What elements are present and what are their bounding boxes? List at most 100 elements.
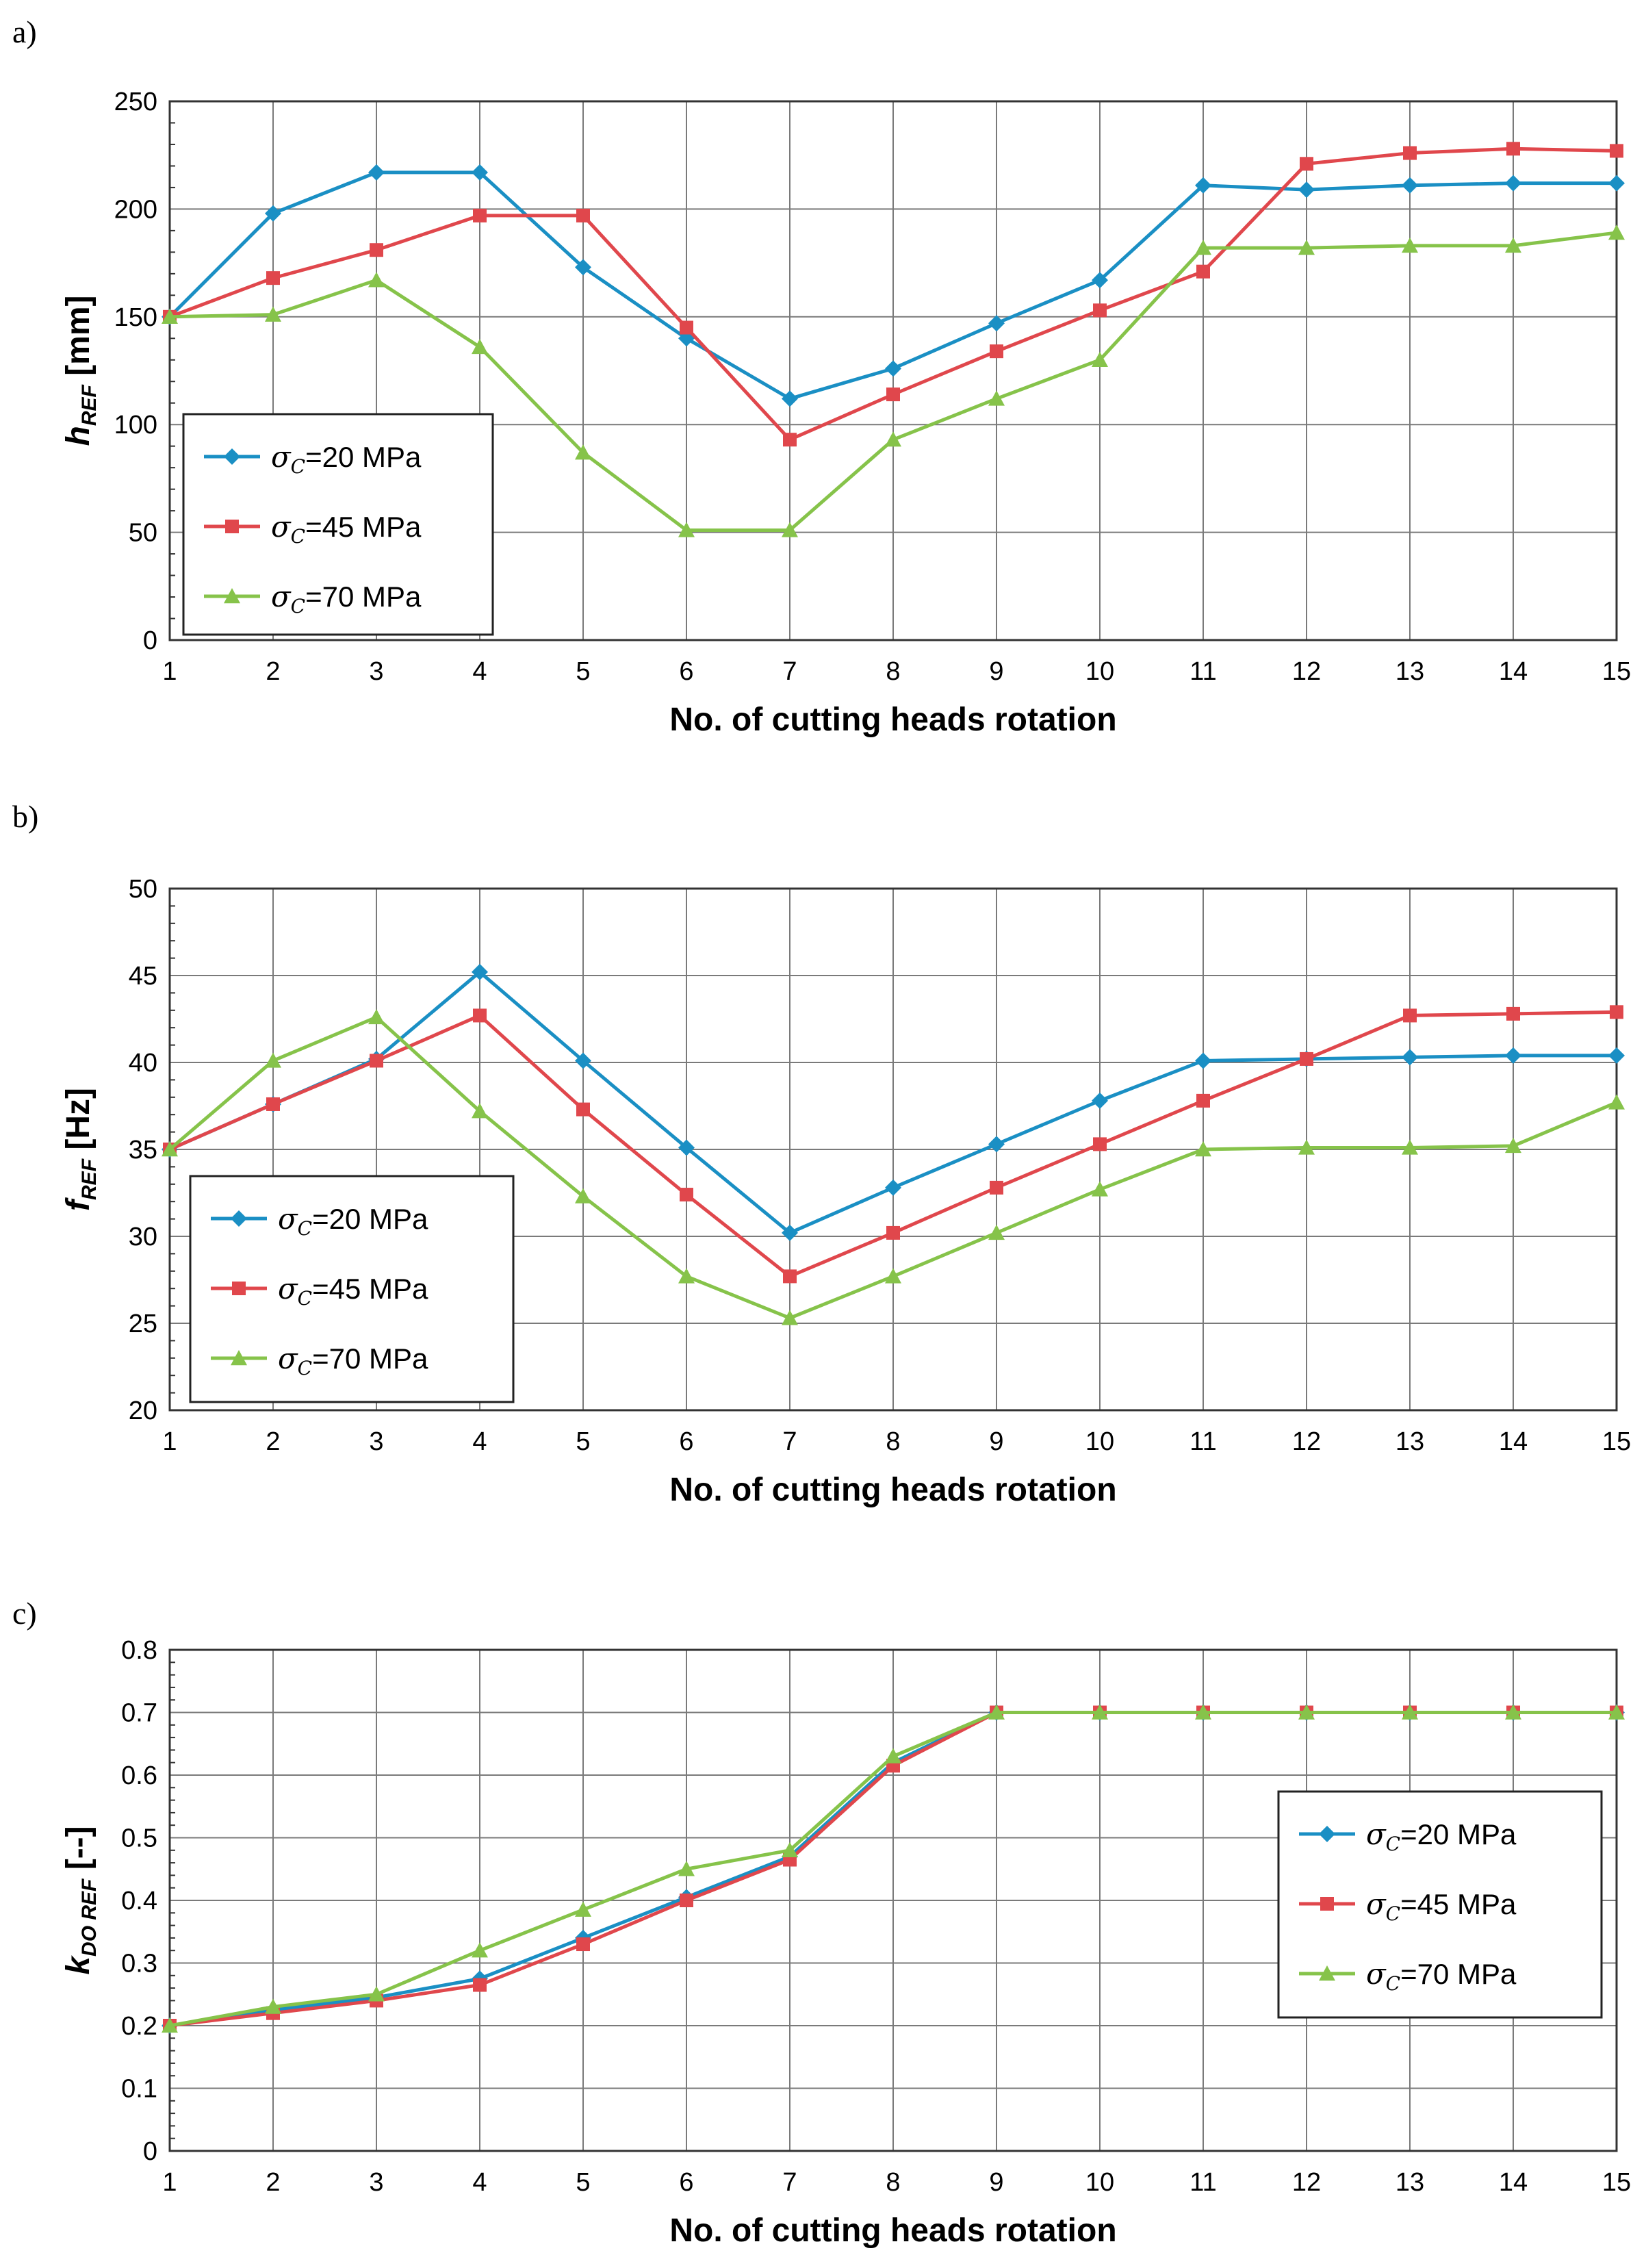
plot-frame [168,1648,1618,2152]
data-point [368,272,385,288]
data-point [162,2017,178,2033]
series-3 [162,1704,1625,2033]
x-tick-label: 9 [989,657,1003,686]
y-tick-label: 0.8 [121,1636,157,1665]
panel-label: b) [12,799,38,834]
data-point [680,1188,693,1202]
data-point [1505,237,1521,253]
x-tick-label: 3 [369,2168,383,2197]
data-point [575,444,591,460]
legend-item: σC=45 MPa [211,1272,428,1310]
data-point [678,1861,695,1876]
data-point [1608,1704,1625,1720]
x-tick-label: 14 [1499,657,1528,686]
data-point [575,259,591,276]
data-point [988,1136,1005,1153]
data-point [1608,1094,1625,1110]
x-tick-label: 12 [1292,657,1321,686]
data-point [368,1008,385,1025]
data-point [575,1901,591,1917]
data-point [575,1188,591,1203]
data-point [1195,177,1211,194]
y-tick-label: 40 [129,1049,157,1078]
data-point [1402,177,1418,194]
y-tick-label: 0.5 [121,1824,157,1853]
legend-item: σC=20 MPa [1299,1818,1517,1855]
data-point [782,390,798,407]
data-point [1505,175,1521,192]
x-tick-label: 6 [679,657,693,686]
x-tick-label: 4 [472,2168,487,2197]
data-point [370,243,383,257]
x-tick-label: 11 [1190,1427,1216,1456]
data-point [266,271,280,285]
x-tick-label: 6 [679,2168,693,2197]
data-point [886,387,900,402]
x-tick-label: 5 [576,1427,590,1456]
x-tick-label: 8 [886,2168,900,2197]
data-point [886,1225,900,1240]
data-point [782,1310,798,1325]
y-tick-label: 0.7 [121,1699,157,1728]
data-point [1196,1093,1210,1108]
legend-marker [1319,1965,1335,1981]
x-tick-label: 1 [162,657,177,686]
data-point [1505,1704,1521,1720]
data-point [1093,303,1107,318]
legend-marker [232,1282,246,1295]
legend: σC=20 MPa σC=45 MPa σC=70 MPa [1277,1790,1603,2019]
x-tick-label: 2 [266,657,280,686]
x-tick-label: 13 [1396,1427,1424,1456]
data-point [678,522,695,537]
x-tick-label: 6 [679,1427,693,1456]
x-tick-label: 7 [782,1427,797,1456]
y-tick-label: 200 [114,195,157,224]
data-point [885,1748,901,1763]
data-point [1300,157,1313,171]
data-point [782,1842,798,1857]
data-point [1610,1005,1623,1019]
data-point [1298,240,1315,255]
data-point [988,315,1005,332]
data-point [1298,1139,1315,1155]
x-axis-title: No. of cutting heads rotation [669,1472,1116,1508]
data-point [1298,1704,1315,1720]
x-tick-label: 5 [576,657,590,686]
legend-item: σC=20 MPa [211,1202,428,1240]
x-tick-label: 7 [782,657,797,686]
legend-item: σC=70 MPa [204,580,422,617]
data-point [162,1141,178,1157]
x-tick-label: 11 [1190,2168,1216,2197]
data-point [1608,1047,1625,1064]
data-point [1402,1704,1418,1720]
legend-item: σC=20 MPa [204,440,422,478]
x-tick-label: 10 [1085,2168,1114,2197]
x-tick-label: 9 [989,1427,1003,1456]
plot-frame [168,100,1618,641]
data-point [1195,1052,1211,1069]
x-tick-label: 3 [369,657,383,686]
y-tick-label: 0.2 [121,2012,157,2041]
y-tick-label: 35 [129,1136,157,1164]
series-2 [163,142,1623,447]
data-point [1505,1047,1521,1064]
legend-item: σC=45 MPa [204,510,422,548]
data-point [265,1998,281,2014]
data-point [990,344,1003,359]
y-tick-label: 0.1 [121,2075,157,2104]
data-point [266,1097,280,1111]
x-tick-label: 4 [472,1427,487,1456]
legend-marker [225,520,239,533]
y-tick-label: 50 [129,875,157,904]
y-tick-label: 100 [114,411,157,439]
data-point [1298,181,1315,199]
x-tick-label: 2 [266,1427,280,1456]
x-tick-label: 15 [1602,657,1631,686]
legend-marker [224,588,240,604]
data-point [1610,144,1623,158]
y-tick-label: 25 [129,1310,157,1338]
data-point [472,338,488,355]
y-axis-title: hREF [mm] [60,296,101,446]
data-point [885,1268,901,1284]
y-axis-title: kDO REF [--] [60,1826,101,1974]
